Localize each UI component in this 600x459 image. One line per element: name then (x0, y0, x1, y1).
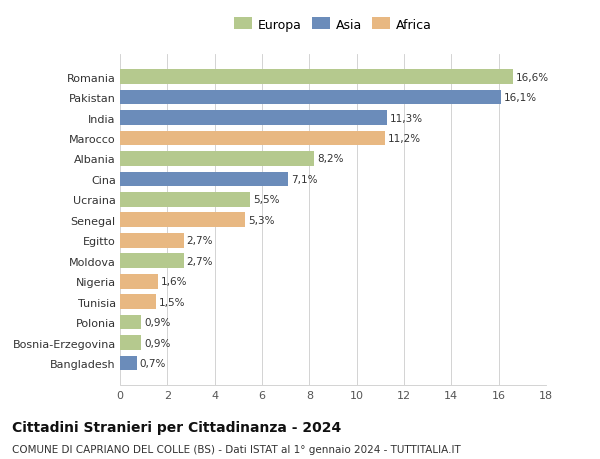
Legend: Europa, Asia, Africa: Europa, Asia, Africa (235, 18, 431, 32)
Text: 0,9%: 0,9% (144, 317, 170, 327)
Bar (120, 254, 184, 269)
Text: 0,9%: 0,9% (144, 338, 170, 348)
Text: 11,3%: 11,3% (390, 113, 424, 123)
Text: Cittadini Stranieri per Cittadinanza - 2024: Cittadini Stranieri per Cittadinanza - 2… (12, 420, 341, 434)
Text: 5,5%: 5,5% (253, 195, 280, 205)
Text: 16,1%: 16,1% (504, 93, 537, 103)
Text: 11,2%: 11,2% (388, 134, 421, 144)
Bar (120, 315, 142, 330)
Bar (120, 336, 142, 350)
Bar (120, 233, 184, 248)
Bar (120, 90, 501, 105)
Bar (120, 193, 250, 207)
Bar (120, 356, 137, 370)
Bar (120, 274, 158, 289)
Bar (120, 70, 513, 85)
Text: 2,7%: 2,7% (187, 236, 213, 246)
Text: 8,2%: 8,2% (317, 154, 343, 164)
Bar (120, 111, 388, 126)
Text: 0,7%: 0,7% (139, 358, 166, 368)
Text: 5,3%: 5,3% (248, 215, 275, 225)
Bar (120, 131, 385, 146)
Text: 16,6%: 16,6% (516, 73, 549, 83)
Text: 7,1%: 7,1% (291, 174, 317, 185)
Bar (120, 152, 314, 167)
Bar (120, 172, 288, 187)
Text: 2,7%: 2,7% (187, 256, 213, 266)
Text: COMUNE DI CAPRIANO DEL COLLE (BS) - Dati ISTAT al 1° gennaio 2024 - TUTTITALIA.I: COMUNE DI CAPRIANO DEL COLLE (BS) - Dati… (12, 444, 461, 454)
Text: 1,6%: 1,6% (161, 277, 187, 286)
Text: 1,5%: 1,5% (158, 297, 185, 307)
Bar (120, 295, 155, 309)
Bar (120, 213, 245, 228)
